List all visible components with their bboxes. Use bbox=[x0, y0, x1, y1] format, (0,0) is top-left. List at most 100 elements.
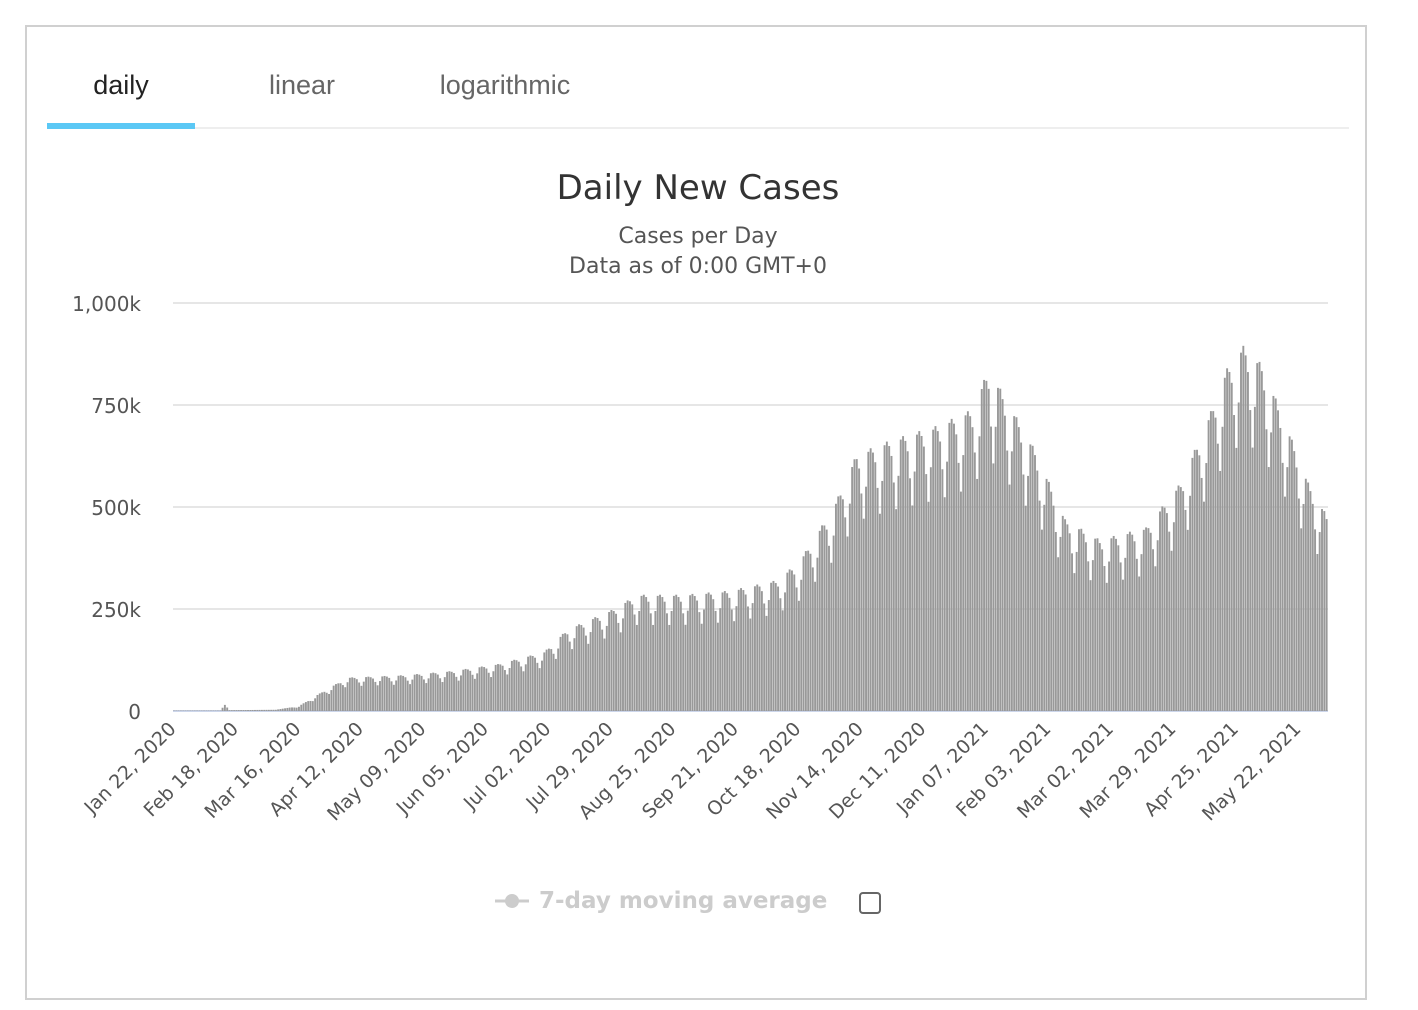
bar bbox=[466, 669, 469, 711]
bar bbox=[1094, 538, 1097, 711]
bar bbox=[372, 678, 374, 711]
bar bbox=[406, 680, 409, 711]
bar bbox=[872, 452, 874, 711]
bar bbox=[244, 710, 247, 711]
bar bbox=[779, 598, 782, 711]
bar bbox=[781, 610, 784, 711]
bar bbox=[682, 613, 685, 711]
bar bbox=[554, 658, 557, 711]
bar bbox=[381, 676, 384, 711]
bar bbox=[543, 652, 546, 711]
bar bbox=[691, 593, 694, 711]
bar bbox=[1170, 550, 1173, 711]
bar bbox=[1256, 363, 1259, 711]
bar bbox=[1293, 451, 1296, 711]
moving-average-checkbox[interactable] bbox=[859, 892, 881, 914]
bar bbox=[1052, 505, 1055, 711]
bar bbox=[846, 536, 849, 711]
bar bbox=[506, 674, 509, 711]
bar bbox=[402, 675, 405, 711]
tab-linear[interactable]: linear bbox=[268, 70, 336, 100]
bar bbox=[837, 496, 840, 711]
bar bbox=[1288, 436, 1291, 711]
bar bbox=[404, 677, 407, 711]
bar bbox=[374, 681, 377, 711]
bar bbox=[728, 597, 731, 711]
bar bbox=[603, 638, 606, 711]
bar bbox=[1242, 345, 1245, 711]
bar bbox=[744, 594, 747, 711]
bar bbox=[1101, 549, 1104, 711]
bar bbox=[1020, 442, 1023, 711]
bar bbox=[899, 439, 902, 711]
bar bbox=[473, 678, 476, 711]
bar bbox=[1029, 444, 1032, 711]
bar bbox=[1036, 470, 1039, 711]
bar bbox=[1263, 390, 1266, 711]
bar bbox=[286, 707, 289, 711]
bar bbox=[1300, 528, 1303, 711]
bar bbox=[830, 562, 833, 711]
bar bbox=[705, 593, 708, 711]
bar bbox=[881, 480, 884, 711]
bar bbox=[1038, 500, 1041, 711]
bar bbox=[1006, 450, 1009, 711]
bar bbox=[446, 671, 449, 711]
bar bbox=[1205, 463, 1208, 711]
bar bbox=[948, 422, 951, 711]
bar bbox=[1115, 538, 1117, 711]
y-tick-label: 250k bbox=[91, 598, 141, 622]
tab-logarithmic[interactable]: logarithmic bbox=[439, 70, 571, 100]
bar bbox=[1309, 491, 1312, 711]
bar bbox=[904, 440, 907, 711]
bar bbox=[1040, 529, 1043, 711]
bar bbox=[675, 594, 678, 711]
bar bbox=[522, 671, 525, 711]
bar bbox=[1024, 505, 1027, 711]
bar bbox=[490, 677, 493, 711]
bar bbox=[1075, 551, 1078, 711]
bar bbox=[1128, 531, 1131, 711]
tab-daily[interactable]: daily bbox=[47, 65, 195, 129]
bar bbox=[385, 676, 388, 711]
bar bbox=[865, 486, 867, 711]
bar bbox=[633, 614, 636, 711]
bar bbox=[251, 709, 254, 711]
legend-moving-average[interactable]: 7-day moving average bbox=[495, 884, 827, 918]
bar bbox=[1184, 509, 1187, 711]
bar bbox=[818, 530, 821, 711]
bar bbox=[524, 664, 527, 711]
bar bbox=[860, 493, 863, 711]
bar bbox=[1219, 470, 1222, 711]
bar bbox=[1226, 368, 1229, 711]
bar bbox=[485, 668, 488, 711]
bar bbox=[735, 606, 738, 711]
bar bbox=[828, 545, 830, 711]
bar bbox=[1159, 511, 1161, 711]
bar bbox=[994, 426, 997, 711]
bar bbox=[922, 446, 925, 711]
bar bbox=[517, 661, 520, 711]
bar bbox=[758, 586, 761, 711]
bar bbox=[1168, 531, 1171, 711]
bar bbox=[552, 653, 555, 711]
bar bbox=[707, 592, 710, 711]
bar bbox=[670, 610, 673, 711]
bar bbox=[628, 601, 631, 711]
bar bbox=[770, 582, 773, 711]
bar bbox=[1284, 496, 1286, 711]
bar bbox=[1290, 439, 1293, 711]
bar bbox=[1177, 485, 1180, 711]
bar bbox=[966, 411, 969, 711]
bar bbox=[1172, 522, 1175, 711]
bar bbox=[686, 610, 689, 711]
bar bbox=[1054, 531, 1057, 711]
bar bbox=[1082, 533, 1085, 711]
bar bbox=[388, 677, 391, 711]
bar bbox=[432, 672, 435, 711]
bar bbox=[1297, 498, 1300, 711]
bar bbox=[228, 710, 231, 711]
bar bbox=[332, 685, 335, 711]
bar bbox=[959, 491, 962, 711]
bar bbox=[1138, 576, 1141, 711]
